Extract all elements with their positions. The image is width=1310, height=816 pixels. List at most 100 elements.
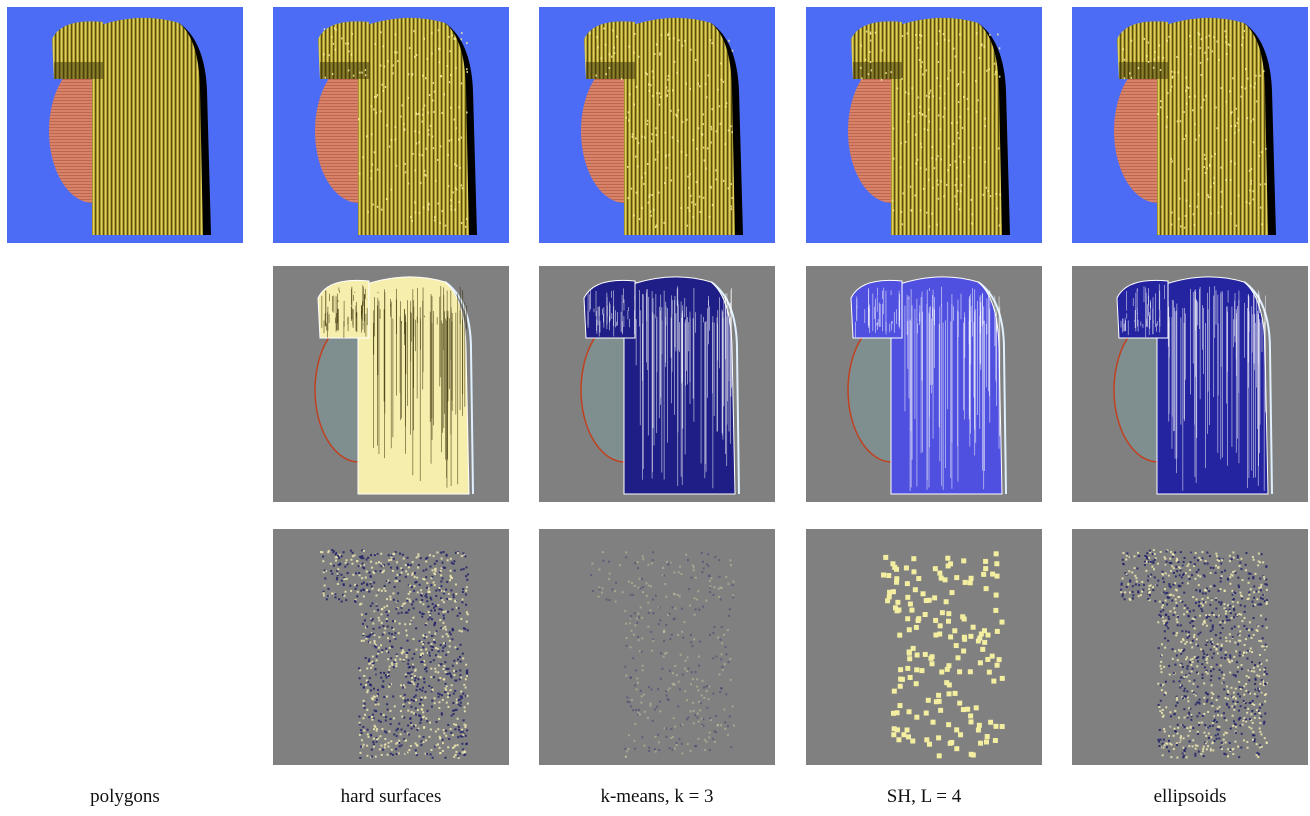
noise [372,719,374,721]
panels [0,0,1310,780]
noise [330,563,332,565]
noise [422,634,424,636]
noise [994,593,999,598]
noise [1205,743,1207,745]
noise [639,587,641,589]
noise [1245,638,1247,640]
glint [609,53,611,55]
noise [1162,616,1164,618]
glint [1160,69,1162,71]
noise [1225,719,1227,721]
noise [1193,634,1195,636]
noise [389,666,391,668]
glint [1213,182,1215,184]
noise [1177,561,1179,563]
noise [466,586,468,588]
noise [1200,648,1202,650]
noise [1213,668,1215,670]
noise [1183,755,1185,757]
glint [666,95,668,97]
noise [1152,586,1154,588]
noise [682,637,684,639]
noise [371,756,373,758]
noise [1258,712,1260,714]
noise [1254,573,1256,575]
noise [374,554,376,556]
noise [626,750,628,752]
noise [661,668,663,670]
glint [441,210,443,212]
noise [684,668,686,670]
glint [926,168,928,170]
noise [430,749,432,751]
glint [616,36,618,38]
noise [413,638,415,640]
noise [349,585,351,587]
noise [1197,559,1199,561]
noise [434,622,436,624]
noise [648,612,650,614]
noise [1210,572,1212,574]
noise [423,736,425,738]
noise [1183,676,1185,678]
noise [978,741,983,746]
panel [1072,266,1308,502]
glint [710,39,712,41]
glint [596,36,598,38]
noise [351,563,353,565]
noise [444,626,446,628]
noise [681,743,683,745]
noise [1163,728,1165,730]
noise [1238,640,1240,642]
noise [1223,688,1225,690]
noise [456,662,458,664]
noise [430,610,432,612]
noise [1127,583,1129,585]
noise [397,600,399,602]
glint [383,90,385,92]
glint [433,147,435,149]
glint [917,159,919,161]
noise [1170,551,1172,553]
noise [717,637,719,639]
glint [408,97,410,99]
noise [434,584,436,586]
noise [393,599,395,601]
noise [901,732,906,737]
noise [1204,589,1206,591]
glint [677,140,679,142]
noise [440,570,442,572]
noise [392,553,394,555]
glint [427,58,429,60]
glint [885,72,887,74]
noise [455,583,457,585]
noise [1263,668,1265,670]
noise [366,745,368,747]
noise [1122,595,1124,597]
noise [937,753,942,758]
noise [457,736,459,738]
noise [407,640,409,642]
noise [1233,692,1235,694]
noise [363,730,365,732]
noise [712,693,714,695]
noise [445,735,447,737]
noise [1158,706,1160,708]
noise [718,559,720,561]
noise [465,566,467,568]
glint [936,224,938,226]
noise [1168,750,1170,752]
noise [421,613,423,615]
noise [394,638,396,640]
noise [647,602,649,604]
noise [1215,565,1217,567]
noise [458,607,460,609]
noise [985,734,990,739]
noise [1173,584,1175,586]
noise [694,597,696,599]
noise [905,581,910,586]
noise [1148,588,1150,590]
noise [387,754,389,756]
glint [652,70,654,72]
noise [1243,700,1245,702]
